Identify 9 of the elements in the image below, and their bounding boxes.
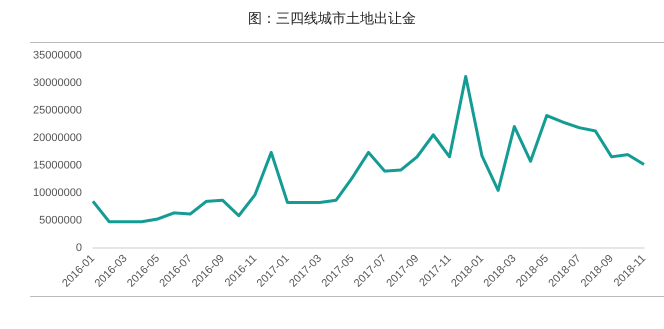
chart-title: 图：三四线城市土地出让金 [247, 10, 417, 28]
y-tick-label: 20000000 [32, 132, 82, 144]
y-tick-label: 5000000 [39, 214, 82, 227]
y-tick-label: 10000000 [32, 187, 82, 200]
y-tick-label: 30000000 [32, 77, 82, 90]
y-tick-label: 0 [76, 242, 82, 254]
y-tick-label: 25000000 [32, 104, 82, 117]
y-tick-label: 15000000 [32, 160, 82, 172]
y-tick-label: 35000000 [32, 50, 82, 62]
